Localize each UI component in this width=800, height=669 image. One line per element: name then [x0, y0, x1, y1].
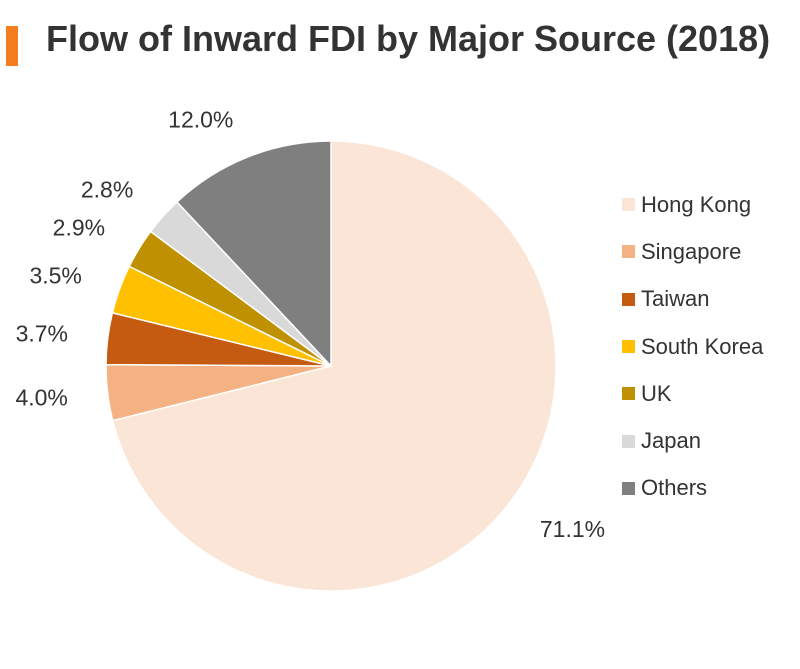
legend-swatch — [622, 245, 635, 259]
chart-title: Flow of Inward FDI by Major Source (2018… — [46, 18, 771, 59]
chart-legend: Hong Kong Singapore Taiwan South Korea UK Jap… — [622, 181, 763, 512]
data-label-hong-kong: 71.1% — [540, 516, 605, 542]
legend-swatch — [622, 198, 635, 212]
legend-swatch — [622, 387, 635, 401]
legend-label: Taiwan — [641, 286, 710, 312]
data-label-south-korea: 3.5% — [29, 263, 81, 289]
legend-item-taiwan: Taiwan — [622, 276, 763, 323]
legend-swatch — [622, 434, 635, 448]
data-label-taiwan: 3.7% — [16, 321, 68, 347]
legend-item-japan: Japan — [622, 417, 763, 464]
pie-slice-hong-kong — [111, 140, 557, 592]
legend-item-singapore: Singapore — [622, 228, 763, 275]
legend-swatch — [622, 340, 635, 354]
legend-label: Hong Kong — [641, 191, 752, 217]
legend-label: UK — [641, 380, 672, 406]
title-accent-bar — [6, 26, 18, 66]
legend-swatch — [622, 292, 635, 306]
legend-label: Singapore — [641, 238, 742, 264]
data-label-japan: 2.8% — [81, 177, 133, 203]
pie-slice-others — [175, 140, 332, 368]
legend-swatch — [622, 481, 635, 495]
legend-label: Japan — [641, 428, 701, 454]
legend-label: South Korea — [641, 333, 764, 359]
data-label-singapore: 4.0% — [15, 385, 67, 411]
legend-item-hong-kong: Hong Kong — [622, 181, 763, 228]
legend-item-south-korea: South Korea — [622, 323, 763, 370]
legend-item-uk: UK — [622, 370, 763, 417]
legend-item-others: Others — [622, 465, 763, 512]
legend-label: Others — [641, 475, 708, 501]
data-label-others: 12.0% — [168, 107, 233, 133]
data-label-uk: 2.9% — [53, 215, 105, 241]
